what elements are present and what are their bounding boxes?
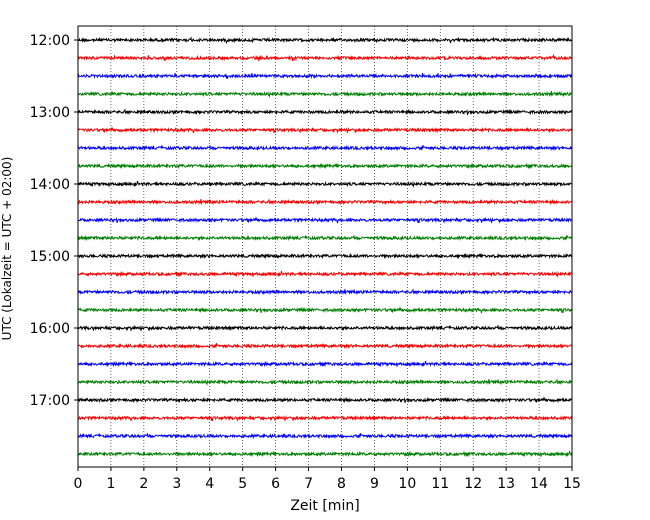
seismogram-traces <box>77 36 573 458</box>
trace-1700 <box>77 396 573 404</box>
trace-1415 <box>77 198 573 206</box>
trace-1745 <box>77 450 573 458</box>
trace-1630 <box>77 360 573 368</box>
x-tick-label: 3 <box>172 476 181 492</box>
trace-1445 <box>77 234 573 242</box>
x-tick-label: 9 <box>370 476 379 492</box>
x-tick-label: 15 <box>563 476 581 492</box>
x-tick-label: 4 <box>205 476 214 492</box>
trace-1430 <box>77 216 573 224</box>
trace-1400 <box>77 180 573 188</box>
trace-1730 <box>77 432 573 440</box>
trace-1500 <box>77 252 573 260</box>
y-tick-label: 12:00 <box>30 33 70 49</box>
trace-1315 <box>77 126 573 134</box>
trace-1600 <box>77 324 573 332</box>
x-axis: 0 1 2 3 4 5 6 7 8 9 10 11 12 13 14 15 <box>74 467 581 492</box>
trace-1515 <box>77 270 573 278</box>
x-tick-label: 0 <box>74 476 83 492</box>
x-tick-label: 6 <box>271 476 280 492</box>
x-tick-label: 10 <box>398 476 416 492</box>
y-tick-label: 17:00 <box>30 393 70 409</box>
y-tick-label: 13:00 <box>30 105 70 121</box>
y-tick-label: 15:00 <box>30 249 70 265</box>
x-tick-label: 13 <box>497 476 515 492</box>
y-tick-label: 16:00 <box>30 321 70 337</box>
trace-1330 <box>77 144 573 152</box>
trace-1615 <box>77 342 573 350</box>
trace-1300 <box>77 108 573 116</box>
trace-1245 <box>77 90 573 98</box>
trace-1645 <box>77 378 573 386</box>
x-tick-label: 1 <box>106 476 115 492</box>
y-tick-label: 14:00 <box>30 177 70 193</box>
x-tick-label: 8 <box>337 476 346 492</box>
trace-1215 <box>77 53 573 62</box>
trace-1345 <box>77 162 573 170</box>
x-axis-label: Zeit [min] <box>290 498 359 514</box>
trace-1230 <box>77 72 573 80</box>
x-tick-label: 14 <box>530 476 548 492</box>
x-tick-label: 2 <box>139 476 148 492</box>
trace-1200 <box>77 36 573 45</box>
trace-1530 <box>77 288 573 296</box>
x-tick-label: 12 <box>464 476 482 492</box>
trace-1715 <box>77 414 573 422</box>
y-axis-label: UTC (Lokalzeit = UTC + 02:00) <box>0 157 14 341</box>
trace-1545 <box>77 306 573 314</box>
x-tick-label: 5 <box>238 476 247 492</box>
x-tick-label: 11 <box>431 476 449 492</box>
plot-frame <box>77 25 573 468</box>
x-tick-label: 7 <box>304 476 313 492</box>
y-axis: 12:00 13:00 14:00 15:00 16:00 17:00 <box>30 33 78 409</box>
